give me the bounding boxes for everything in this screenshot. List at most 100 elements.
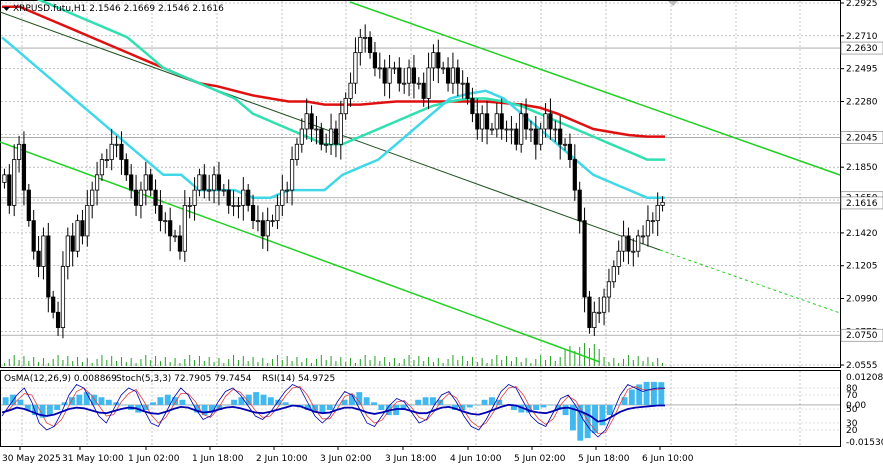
- osma-bar: [511, 404, 517, 411]
- candle-body: [309, 113, 314, 130]
- osma-bar: [253, 392, 260, 405]
- osma-bar: [2, 397, 9, 405]
- osma-bar: [643, 381, 650, 405]
- candle-body: [533, 128, 538, 145]
- candle-body: [328, 128, 334, 145]
- candle-body: [367, 36, 373, 54]
- candle-body: [226, 189, 231, 206]
- ma-fast-line: [1, 36, 665, 199]
- osma-bar: [172, 397, 179, 405]
- osma-bar: [54, 404, 61, 411]
- scroll-marker-icon[interactable]: [668, 1, 678, 6]
- rsi-line: [1, 403, 665, 423]
- time-label: 1 Jun 02:00: [128, 454, 180, 464]
- candle-body: [631, 250, 636, 253]
- candle-body: [207, 189, 212, 192]
- candle-body: [587, 296, 592, 328]
- candle-body: [382, 67, 387, 84]
- level-price-label: 2.0750: [846, 331, 878, 341]
- candle-body: [7, 174, 12, 206]
- osma-bar: [636, 384, 643, 405]
- osma-bar: [231, 399, 237, 405]
- osma-bar: [606, 404, 613, 416]
- candle-body: [558, 128, 563, 145]
- candle-body: [2, 174, 7, 183]
- osma-bar: [245, 394, 252, 405]
- candle-body: [416, 82, 421, 85]
- price-tick-label: 2.2280: [846, 98, 878, 108]
- trend-line-extension[interactable]: [659, 249, 841, 314]
- candle-body: [470, 98, 475, 115]
- channel-upper-line[interactable]: [349, 1, 841, 176]
- level-price-box: [840, 41, 883, 55]
- stoch-level-label: 70: [846, 391, 858, 401]
- time-label: 31 May 10:00: [62, 454, 124, 464]
- candle-body: [250, 204, 256, 222]
- candle-body: [36, 250, 41, 267]
- candle-body: [148, 174, 153, 191]
- osma-bar: [628, 389, 635, 405]
- osma-bar: [444, 404, 451, 406]
- ma-slow-line: [2, 5, 665, 138]
- candle-body: [387, 67, 392, 84]
- candle-body: [548, 113, 553, 130]
- candle-body: [85, 204, 90, 237]
- osma-bar: [658, 382, 665, 405]
- candle-body: [509, 128, 514, 131]
- osma-bar: [452, 404, 458, 411]
- candle-body: [567, 143, 573, 160]
- osma-zero-label: 0.00: [846, 401, 866, 411]
- osma-bar: [621, 397, 628, 405]
- level-price-box: [840, 131, 883, 144]
- osma-bar: [415, 399, 422, 405]
- candle-body: [460, 82, 465, 85]
- osma-bar: [142, 404, 149, 411]
- candle-body: [16, 143, 22, 160]
- level-price-label: 2.1616: [846, 199, 878, 209]
- candle-body: [338, 113, 343, 145]
- candle-body: [465, 82, 470, 99]
- price-panel-frame: [0, 0, 841, 368]
- osma-bar: [525, 404, 532, 413]
- candle-body: [133, 189, 139, 206]
- candle-body: [626, 235, 631, 252]
- candle-body: [645, 220, 651, 237]
- price-axis: 2.29252.27102.24952.22802.20652.18502.16…: [840, 0, 883, 371]
- candle-body: [294, 143, 300, 160]
- candle-body: [616, 250, 621, 267]
- stoch-signal-line: [1, 386, 666, 434]
- candle-body: [611, 266, 616, 283]
- osma-bar: [356, 392, 363, 405]
- osma-bar: [304, 404, 311, 411]
- osma-bar: [209, 404, 215, 413]
- channel-lower-line[interactable]: [0, 141, 601, 363]
- candle-body: [324, 143, 329, 146]
- candle-body: [377, 67, 382, 70]
- price-tick-label: 2.1850: [846, 163, 878, 173]
- candle-body: [60, 266, 66, 328]
- collapse-triangle-icon[interactable]: [3, 7, 10, 11]
- candle-body: [119, 143, 124, 160]
- candle-body: [275, 204, 280, 222]
- candle-body: [143, 174, 148, 191]
- candle-body: [650, 220, 655, 223]
- candle-body: [562, 143, 568, 146]
- candle-body: [285, 189, 290, 192]
- osma-bar: [540, 404, 547, 408]
- osma-bar: [17, 399, 24, 405]
- osma-bar: [91, 394, 98, 405]
- candle-body: [31, 220, 36, 252]
- candle-body: [426, 67, 431, 99]
- candle-body: [163, 220, 168, 223]
- candle-body: [114, 143, 119, 146]
- candle-body: [46, 235, 51, 298]
- candle-body: [333, 128, 339, 145]
- stoch-label: Stoch(5,3,3) 72.7905 79.7454: [116, 374, 252, 384]
- osma-label: OsMA(12,26,9) 0.008869: [4, 374, 117, 384]
- candle-body: [158, 204, 163, 222]
- time-label: 3 Jun 18:00: [385, 454, 437, 464]
- osma-bar: [614, 404, 621, 406]
- candle-body: [182, 204, 187, 252]
- candle-body: [572, 159, 577, 191]
